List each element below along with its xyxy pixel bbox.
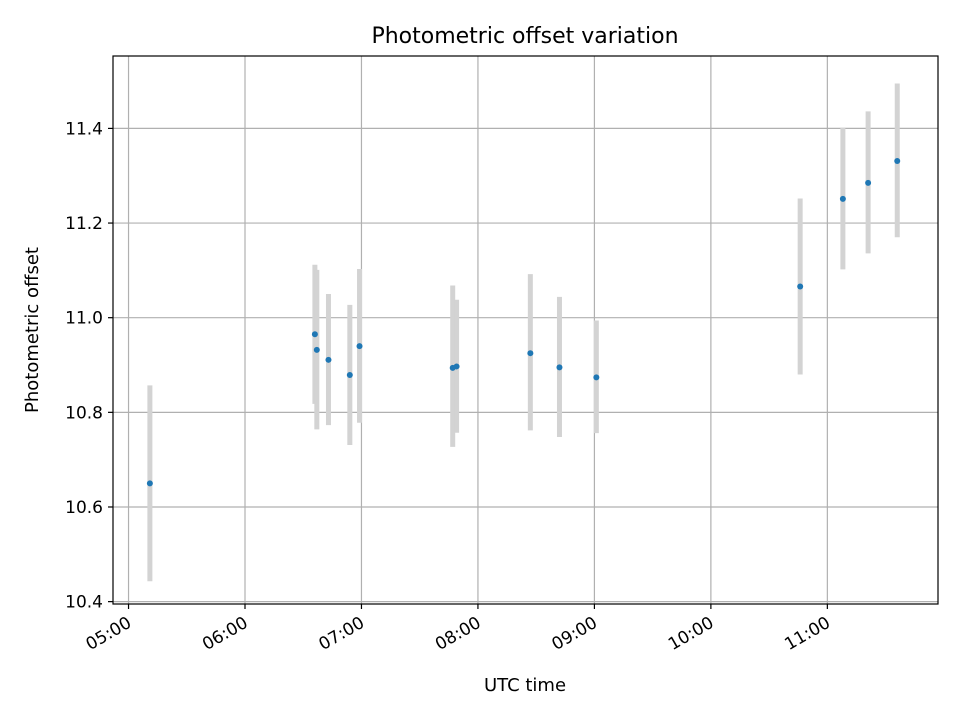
x-axis-label: UTC time bbox=[484, 675, 566, 696]
data-point bbox=[527, 350, 534, 357]
y-tick-label: 10.8 bbox=[65, 403, 103, 423]
data-point bbox=[556, 364, 563, 371]
y-tick-label: 11.4 bbox=[65, 119, 103, 139]
y-axis-label: Photometric offset bbox=[22, 247, 43, 413]
data-point bbox=[453, 363, 460, 370]
plot-frame bbox=[112, 55, 939, 605]
data-point bbox=[839, 195, 846, 202]
data-point bbox=[797, 283, 804, 290]
y-tick-label: 11.2 bbox=[65, 214, 103, 234]
data-point bbox=[313, 346, 320, 353]
y-tick-label: 10.6 bbox=[65, 498, 103, 518]
data-point bbox=[311, 331, 318, 338]
chart-title: Photometric offset variation bbox=[371, 24, 678, 49]
y-tick-label: 11.0 bbox=[65, 309, 103, 329]
data-point bbox=[865, 179, 872, 186]
data-point bbox=[325, 356, 332, 363]
data-point bbox=[356, 343, 363, 350]
y-tick-label: 10.4 bbox=[65, 593, 103, 613]
data-point bbox=[146, 480, 153, 487]
data-point bbox=[593, 374, 600, 381]
data-point bbox=[346, 371, 353, 378]
data-point bbox=[894, 158, 901, 165]
data-points bbox=[146, 158, 901, 487]
